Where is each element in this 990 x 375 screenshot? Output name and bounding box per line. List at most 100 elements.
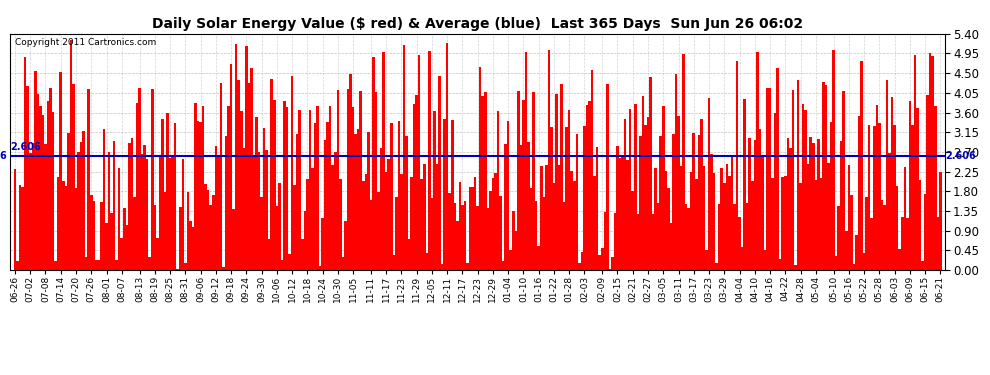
Bar — [121, 237, 123, 270]
Bar — [817, 140, 820, 270]
Bar — [380, 148, 382, 270]
Bar — [108, 152, 110, 270]
Bar — [878, 123, 881, 270]
Bar — [555, 94, 557, 270]
Bar — [171, 155, 174, 270]
Bar — [255, 117, 257, 270]
Bar — [136, 103, 139, 270]
Bar — [929, 53, 932, 270]
Bar — [799, 183, 802, 270]
Bar — [359, 90, 362, 270]
Bar — [69, 40, 72, 270]
Bar — [382, 52, 385, 270]
Bar — [332, 165, 334, 270]
Bar — [781, 177, 784, 270]
Bar — [444, 120, 446, 270]
Bar — [614, 213, 616, 270]
Bar — [543, 197, 545, 270]
Bar — [334, 152, 337, 270]
Bar — [700, 119, 703, 270]
Bar — [186, 192, 189, 270]
Bar — [439, 76, 441, 270]
Bar — [484, 93, 486, 270]
Bar — [416, 95, 418, 270]
Bar — [354, 134, 357, 270]
Bar — [565, 127, 568, 270]
Bar — [184, 263, 186, 270]
Bar — [499, 195, 502, 270]
Bar — [870, 217, 873, 270]
Text: 2.606: 2.606 — [10, 142, 41, 153]
Bar — [174, 123, 176, 270]
Bar — [591, 70, 593, 270]
Bar — [346, 89, 349, 270]
Bar — [606, 84, 609, 270]
Bar — [940, 171, 941, 270]
Bar — [390, 123, 392, 270]
Bar — [453, 203, 456, 270]
Bar — [301, 239, 304, 270]
Bar — [601, 248, 604, 270]
Bar — [616, 146, 619, 270]
Bar — [873, 126, 875, 270]
Bar — [891, 97, 893, 270]
Bar — [494, 173, 497, 270]
Bar — [726, 164, 728, 270]
Bar — [103, 129, 105, 270]
Bar — [761, 155, 763, 270]
Bar — [329, 106, 332, 270]
Bar — [533, 93, 535, 270]
Bar — [901, 217, 904, 270]
Bar — [789, 148, 792, 270]
Bar — [766, 88, 769, 270]
Bar — [640, 136, 642, 270]
Bar — [476, 206, 479, 270]
Bar — [156, 238, 158, 270]
Bar — [522, 100, 525, 270]
Bar — [192, 227, 194, 270]
Bar — [85, 257, 87, 270]
Bar — [233, 209, 235, 270]
Bar — [550, 126, 552, 270]
Bar — [703, 166, 705, 270]
Bar — [624, 120, 627, 270]
Bar — [512, 211, 515, 270]
Bar — [77, 152, 80, 270]
Bar — [728, 176, 731, 270]
Bar — [471, 187, 474, 270]
Bar — [98, 260, 100, 270]
Bar — [45, 144, 47, 270]
Bar — [919, 180, 922, 270]
Bar — [220, 83, 222, 270]
Bar — [153, 206, 156, 270]
Bar — [280, 260, 283, 270]
Bar — [441, 264, 444, 270]
Bar — [146, 159, 148, 270]
Bar — [769, 88, 771, 270]
Bar — [131, 138, 134, 270]
Bar — [540, 166, 543, 270]
Bar — [345, 221, 346, 270]
Bar — [581, 252, 583, 270]
Bar — [934, 106, 937, 270]
Bar — [881, 200, 883, 270]
Bar — [286, 107, 288, 270]
Bar — [163, 192, 166, 270]
Bar — [291, 76, 293, 270]
Bar — [202, 106, 204, 270]
Bar — [570, 171, 573, 270]
Bar — [586, 105, 588, 270]
Bar — [458, 182, 461, 270]
Title: Daily Solar Energy Value ($ red) & Average (blue)  Last 365 Days  Sun Jun 26 06:: Daily Solar Energy Value ($ red) & Avera… — [152, 17, 803, 31]
Bar — [627, 159, 629, 270]
Bar — [753, 140, 756, 270]
Bar — [74, 188, 77, 270]
Bar — [865, 197, 868, 270]
Bar — [634, 104, 637, 270]
Bar — [510, 250, 512, 270]
Bar — [176, 269, 179, 270]
Bar — [123, 208, 126, 270]
Bar — [228, 106, 230, 270]
Bar — [784, 176, 787, 270]
Bar — [215, 147, 217, 270]
